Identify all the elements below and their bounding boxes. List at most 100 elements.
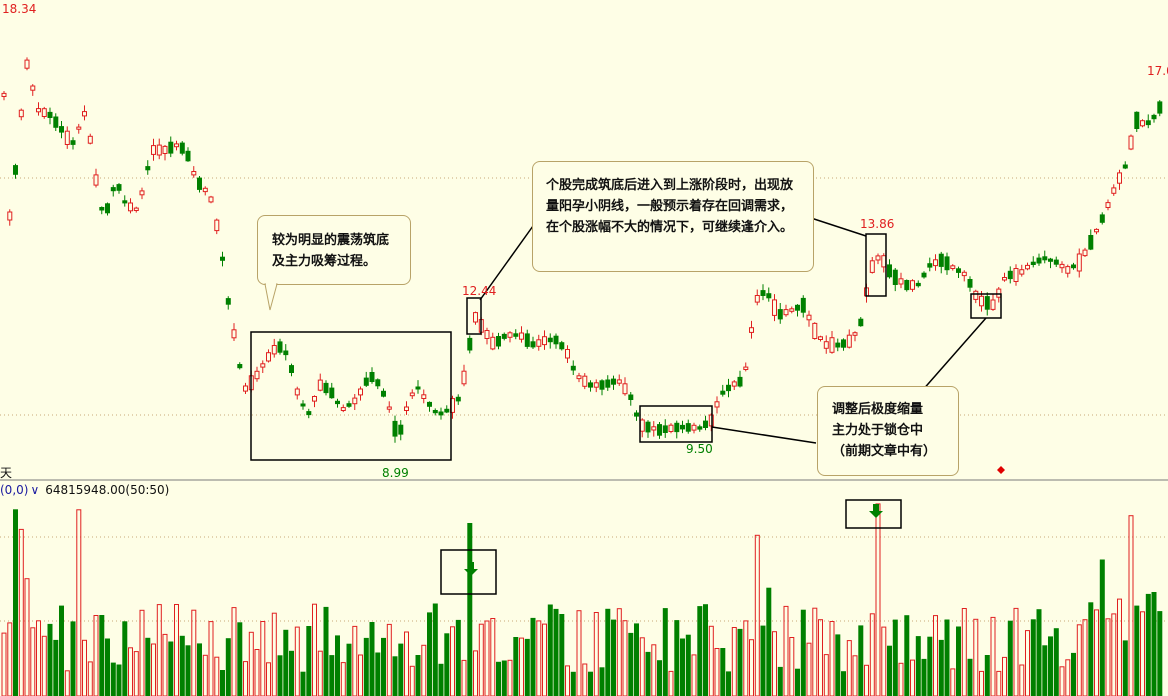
volume-bar — [588, 671, 593, 696]
candle-body — [214, 219, 220, 232]
volume-bar — [202, 654, 208, 696]
candle-body — [1059, 263, 1065, 269]
volume-bar — [1013, 607, 1019, 696]
volume-bar — [323, 606, 329, 696]
volume-bar — [289, 650, 294, 696]
candle-body — [1076, 253, 1082, 272]
volume-bar — [1128, 515, 1134, 696]
candle-body — [1111, 187, 1117, 194]
candle-body — [570, 365, 576, 371]
candle-body — [145, 166, 151, 171]
volume-bar — [910, 659, 915, 696]
volume-bar — [133, 651, 139, 696]
candle-body — [674, 422, 680, 433]
volume-bar — [634, 623, 639, 696]
volume-bar — [455, 619, 461, 696]
candle-body — [346, 403, 352, 407]
volume-bar — [145, 637, 151, 696]
volume-bar — [852, 655, 858, 696]
volume-bar — [1111, 613, 1117, 696]
candle-body — [967, 279, 973, 288]
volume-bar — [662, 608, 668, 696]
volume-indicator-header: (0,0) ∨ 64815948.00(50:50) — [0, 483, 169, 497]
candle-body — [547, 337, 553, 343]
candle-body — [599, 380, 605, 390]
candle-body — [593, 382, 599, 388]
candle-body — [358, 388, 363, 396]
volume-bar — [760, 625, 766, 696]
volume-bar — [869, 613, 875, 696]
volume-bar — [530, 617, 536, 696]
candle-body — [271, 345, 277, 355]
candle-body — [386, 406, 392, 410]
candle-body — [588, 382, 593, 388]
volume-bar — [36, 620, 41, 696]
candle-body — [904, 280, 910, 291]
volume-bar — [496, 661, 501, 696]
candle-body — [519, 332, 524, 340]
candle-body — [300, 403, 306, 407]
volume-bar — [1151, 592, 1157, 696]
volume-bar — [381, 637, 386, 696]
callout-lock: 调整后极度缩量 主力处于锁仓中 （前期文章中有） — [817, 386, 959, 476]
candle-body — [668, 424, 674, 433]
volume-bar — [605, 608, 611, 696]
chevron-down-icon[interactable]: ∨ — [30, 483, 40, 497]
volume-bar — [680, 638, 685, 696]
volume-bar — [749, 639, 754, 696]
candle-body — [105, 203, 110, 214]
signal-diamond-icon — [997, 466, 1005, 474]
volume-bar — [858, 625, 864, 696]
candle-body — [731, 381, 737, 387]
candle-body — [128, 202, 133, 212]
volume-bar — [30, 627, 36, 696]
down-arrow-icon — [869, 504, 883, 518]
candle-body — [47, 111, 53, 119]
bottoming-box — [250, 331, 452, 461]
volume-bar — [547, 604, 553, 696]
volume-bar — [938, 639, 944, 696]
volume-bar — [191, 609, 197, 696]
volume-bar — [777, 666, 783, 696]
volume-bar — [415, 655, 421, 696]
candle-body — [225, 298, 231, 305]
volume-bar — [294, 626, 300, 696]
volume-bar — [99, 615, 105, 696]
volume-bar — [87, 661, 93, 696]
candle-body — [30, 85, 36, 91]
volume-bar — [317, 650, 323, 696]
pullback-candle-box — [466, 297, 482, 335]
candle-body — [260, 363, 266, 368]
candle-body — [340, 407, 346, 412]
volume-bar — [846, 640, 852, 696]
candle-body — [438, 411, 444, 416]
callout-pullback: 个股完成筑底后进入到上涨阶段时，出现放量阳孕小阴线，一般预示着存在回调需求，在个… — [532, 161, 814, 272]
candle-body — [950, 265, 956, 269]
volume-bar — [185, 645, 191, 696]
price-label-low-mid: 9.50 — [686, 442, 713, 456]
candle-body — [1042, 256, 1048, 261]
volume-bar — [990, 616, 996, 696]
volume-bar — [116, 664, 122, 696]
candle-body — [133, 207, 139, 212]
volume-bar — [519, 637, 524, 696]
volume-bar — [714, 648, 720, 696]
candle-body — [766, 293, 772, 299]
candle-body — [82, 111, 87, 117]
volume-bar — [1048, 636, 1053, 696]
volume-bar — [754, 534, 760, 696]
candle-body — [823, 341, 829, 349]
candle-body — [933, 259, 938, 267]
connector-line — [920, 317, 987, 393]
candle-body — [122, 200, 128, 204]
volume-bar — [277, 655, 283, 696]
candle-body — [783, 309, 789, 316]
candle-body — [64, 130, 70, 145]
candle-body — [973, 290, 979, 300]
candle-body — [1071, 264, 1076, 269]
candle-body — [789, 308, 795, 312]
volume-bar — [611, 619, 616, 696]
volume-bar — [875, 503, 881, 696]
candle-body — [306, 411, 312, 416]
candle-body — [680, 424, 685, 430]
